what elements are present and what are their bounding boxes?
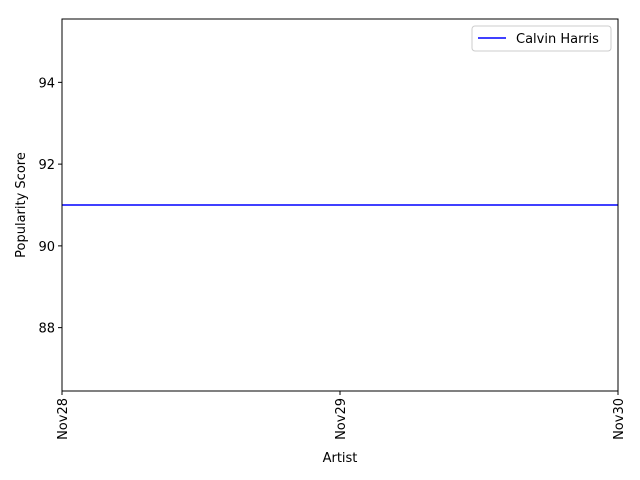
y-tick-label: 90 [38, 240, 55, 255]
x-axis-label: Artist [323, 451, 358, 466]
legend-box [471, 25, 612, 52]
y-tick-label: 88 [38, 322, 55, 337]
x-axis-ticks: Nov28 Nov29 Nov30 [56, 391, 627, 440]
x-tick-label: Nov30 [612, 398, 627, 440]
legend-label-calvin-harris: Calvin Harris [516, 32, 599, 47]
y-axis-ticks: 88 90 92 94 [38, 76, 62, 337]
y-tick-label: 92 [38, 158, 55, 173]
y-axis-label: Popularity Score [14, 152, 29, 258]
legend: Calvin Harris [471, 25, 612, 52]
x-tick-label: Nov28 [56, 398, 71, 440]
y-tick-label: 94 [38, 76, 55, 91]
x-tick-label: Nov29 [334, 398, 349, 440]
